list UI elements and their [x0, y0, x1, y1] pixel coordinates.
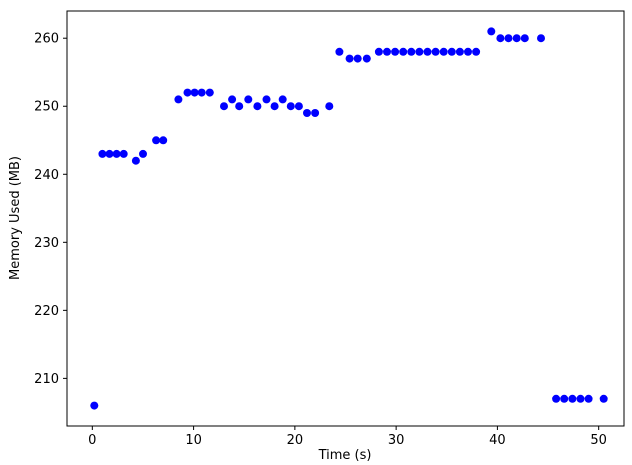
data-point: [362, 54, 371, 63]
y-tick-label: 210: [34, 372, 59, 387]
data-point: [472, 47, 481, 56]
data-points: [90, 27, 608, 410]
data-point: [560, 394, 569, 403]
data-point: [262, 95, 271, 104]
data-point: [235, 102, 244, 111]
data-point: [220, 102, 228, 111]
data-point: [455, 47, 464, 56]
y-tick-label: 260: [34, 32, 59, 47]
y-tick-label: 250: [34, 100, 59, 115]
data-point: [464, 47, 472, 56]
data-point: [415, 47, 424, 56]
data-point: [399, 47, 408, 56]
data-point: [568, 394, 577, 403]
data-point: [496, 34, 505, 43]
data-point: [520, 34, 529, 43]
data-point: [423, 47, 432, 56]
data-point: [131, 156, 140, 165]
data-point: [174, 95, 183, 104]
data-point: [183, 88, 192, 97]
data-point: [244, 95, 253, 104]
data-point: [152, 136, 161, 145]
x-tick-label: 30: [388, 433, 405, 448]
data-point: [119, 149, 128, 158]
data-point: [303, 109, 311, 117]
data-point: [253, 102, 262, 111]
data-point: [504, 34, 513, 43]
data-point: [197, 88, 206, 97]
x-tick-label: 40: [489, 433, 506, 448]
data-point: [487, 27, 496, 36]
y-tick-label: 220: [34, 304, 59, 319]
data-point: [552, 394, 561, 403]
x-axis-label: Time (s): [318, 448, 372, 463]
data-point: [353, 54, 362, 63]
data-point: [407, 47, 416, 56]
data-point: [270, 102, 279, 111]
data-point: [431, 47, 440, 56]
data-point: [112, 149, 121, 158]
data-point: [105, 149, 114, 158]
data-point: [599, 394, 608, 403]
data-point: [278, 95, 287, 104]
x-tick-label: 20: [287, 433, 304, 448]
x-tick-label: 0: [88, 433, 96, 448]
data-point: [228, 95, 237, 104]
data-point: [159, 136, 168, 145]
data-point: [311, 109, 320, 117]
data-point: [335, 47, 344, 56]
y-tick-label: 240: [34, 168, 59, 183]
data-point: [512, 34, 521, 43]
data-point: [325, 102, 334, 111]
data-point: [345, 54, 354, 63]
data-point: [286, 102, 295, 111]
x-tick-label: 10: [185, 433, 202, 448]
data-point: [139, 149, 147, 158]
data-point: [537, 34, 545, 43]
y-tick-label: 230: [34, 236, 59, 251]
data-point: [190, 88, 199, 97]
data-point: [294, 102, 303, 111]
data-point: [90, 401, 99, 410]
plot-area: [66, 10, 625, 427]
data-point: [584, 394, 593, 403]
data-point: [98, 149, 107, 158]
data-point: [576, 394, 585, 403]
data-point: [439, 47, 448, 56]
y-axis-label: Memory Used (MB): [8, 156, 23, 280]
data-point: [391, 47, 400, 56]
data-point: [205, 88, 214, 97]
data-point: [383, 47, 391, 56]
data-point: [447, 47, 456, 56]
data-point: [374, 47, 383, 56]
x-tick-label: 50: [590, 433, 607, 448]
axis-ticks: 0 10 20 30 40 50 210 220 230 240 250 260: [34, 32, 607, 448]
